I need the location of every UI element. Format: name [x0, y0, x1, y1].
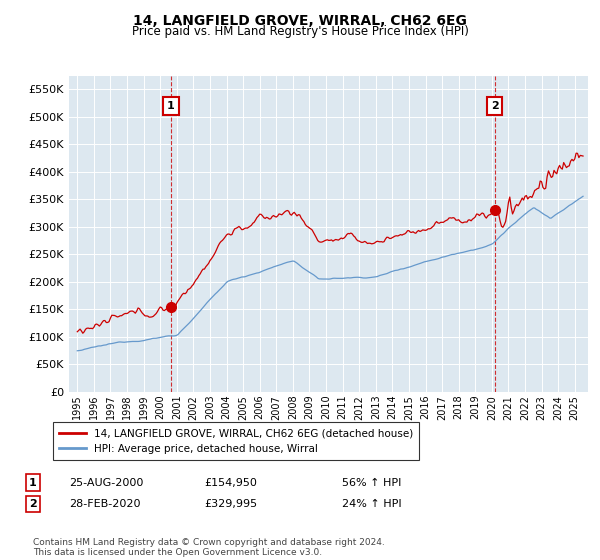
- Text: 24% ↑ HPI: 24% ↑ HPI: [342, 499, 401, 509]
- Text: Contains HM Land Registry data © Crown copyright and database right 2024.
This d: Contains HM Land Registry data © Crown c…: [33, 538, 385, 557]
- Text: £329,995: £329,995: [204, 499, 257, 509]
- Text: 2: 2: [491, 101, 499, 111]
- Text: 28-FEB-2020: 28-FEB-2020: [69, 499, 140, 509]
- Text: 25-AUG-2000: 25-AUG-2000: [69, 478, 143, 488]
- Text: 56% ↑ HPI: 56% ↑ HPI: [342, 478, 401, 488]
- Text: Price paid vs. HM Land Registry's House Price Index (HPI): Price paid vs. HM Land Registry's House …: [131, 25, 469, 38]
- Text: 1: 1: [29, 478, 37, 488]
- Text: 2: 2: [29, 499, 37, 509]
- Text: 1: 1: [167, 101, 175, 111]
- Text: £154,950: £154,950: [204, 478, 257, 488]
- Text: 14, LANGFIELD GROVE, WIRRAL, CH62 6EG: 14, LANGFIELD GROVE, WIRRAL, CH62 6EG: [133, 14, 467, 28]
- Legend: 14, LANGFIELD GROVE, WIRRAL, CH62 6EG (detached house), HPI: Average price, deta: 14, LANGFIELD GROVE, WIRRAL, CH62 6EG (d…: [53, 422, 419, 460]
